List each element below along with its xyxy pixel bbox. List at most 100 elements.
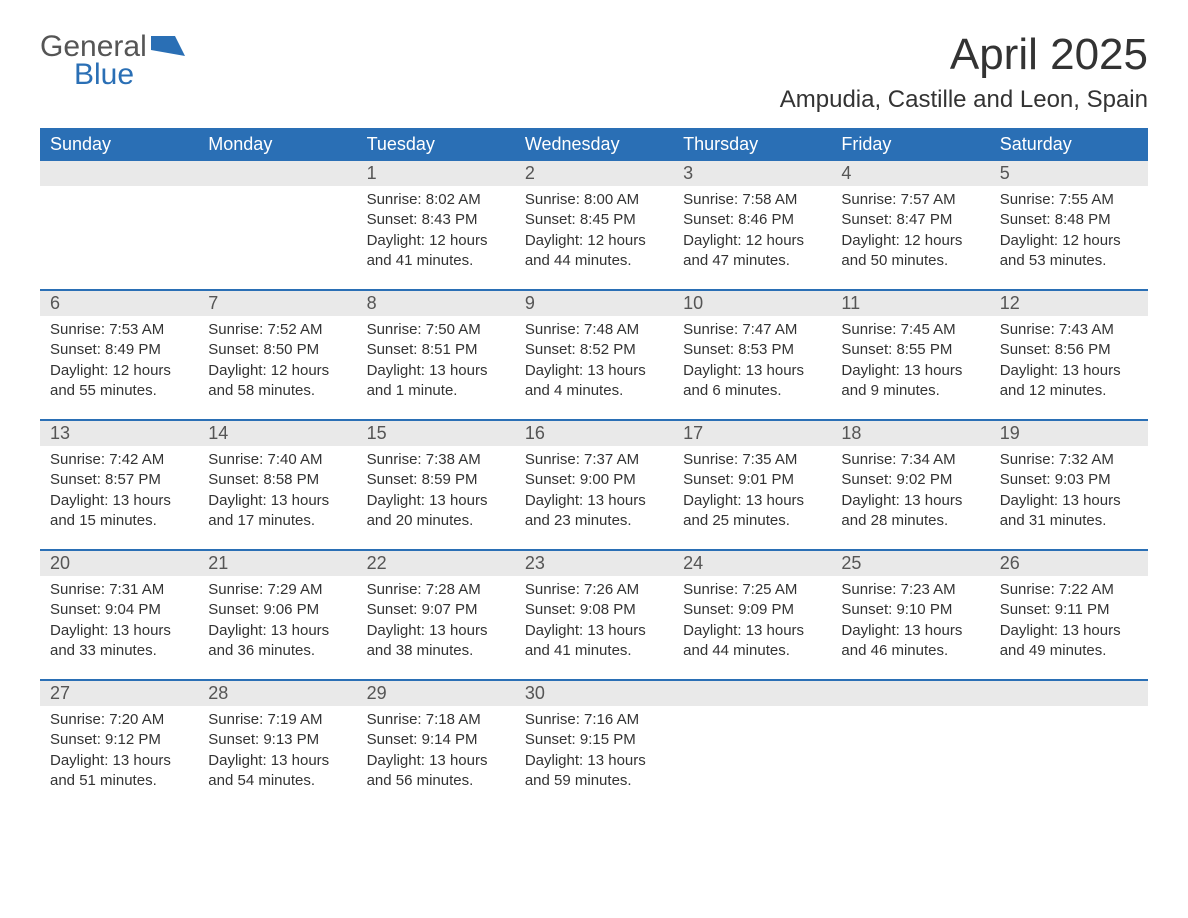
sunset-text: Sunset: 8:50 PM <box>208 340 346 360</box>
day-number: 9 <box>515 291 673 316</box>
sunrise-text: Sunrise: 7:16 AM <box>525 710 663 730</box>
sunrise-text: Sunrise: 7:42 AM <box>50 450 188 470</box>
flag-icon <box>151 36 185 61</box>
brand-logo: General Blue <box>40 30 185 92</box>
day-number: 17 <box>673 421 831 446</box>
sunset-text: Sunset: 9:11 PM <box>1000 600 1138 620</box>
day-cell: Sunrise: 7:43 AMSunset: 8:56 PMDaylight:… <box>990 316 1148 419</box>
daylight-text: Daylight: 12 hours and 50 minutes. <box>841 231 979 272</box>
calendar: Sunday Monday Tuesday Wednesday Thursday… <box>40 128 1148 809</box>
day-number: 10 <box>673 291 831 316</box>
day-number <box>40 161 198 186</box>
day-number: 20 <box>40 551 198 576</box>
day-number: 4 <box>831 161 989 186</box>
daylight-text: Daylight: 13 hours and 1 minute. <box>367 361 505 402</box>
daylight-text: Daylight: 13 hours and 49 minutes. <box>1000 621 1138 662</box>
sunset-text: Sunset: 8:48 PM <box>1000 210 1138 230</box>
day-cell: Sunrise: 7:20 AMSunset: 9:12 PMDaylight:… <box>40 706 198 809</box>
sunset-text: Sunset: 9:14 PM <box>367 730 505 750</box>
daylight-text: Daylight: 13 hours and 36 minutes. <box>208 621 346 662</box>
daylight-text: Daylight: 13 hours and 9 minutes. <box>841 361 979 402</box>
weekday-label: Friday <box>831 128 989 161</box>
sunrise-text: Sunrise: 7:58 AM <box>683 190 821 210</box>
day-number: 21 <box>198 551 356 576</box>
weekday-label: Wednesday <box>515 128 673 161</box>
sunset-text: Sunset: 8:58 PM <box>208 470 346 490</box>
day-cell: Sunrise: 7:55 AMSunset: 8:48 PMDaylight:… <box>990 186 1148 289</box>
day-cell: Sunrise: 7:32 AMSunset: 9:03 PMDaylight:… <box>990 446 1148 549</box>
day-cell: Sunrise: 7:34 AMSunset: 9:02 PMDaylight:… <box>831 446 989 549</box>
sunset-text: Sunset: 8:47 PM <box>841 210 979 230</box>
day-cell: Sunrise: 7:58 AMSunset: 8:46 PMDaylight:… <box>673 186 831 289</box>
day-cell: Sunrise: 7:16 AMSunset: 9:15 PMDaylight:… <box>515 706 673 809</box>
day-number-row: 13141516171819 <box>40 421 1148 446</box>
sunrise-text: Sunrise: 7:19 AM <box>208 710 346 730</box>
day-cell: Sunrise: 7:52 AMSunset: 8:50 PMDaylight:… <box>198 316 356 419</box>
sunset-text: Sunset: 9:06 PM <box>208 600 346 620</box>
sunrise-text: Sunrise: 7:57 AM <box>841 190 979 210</box>
sunrise-text: Sunrise: 8:00 AM <box>525 190 663 210</box>
weekday-header: Sunday Monday Tuesday Wednesday Thursday… <box>40 128 1148 161</box>
daylight-text: Daylight: 13 hours and 4 minutes. <box>525 361 663 402</box>
day-number: 8 <box>357 291 515 316</box>
day-number: 30 <box>515 681 673 706</box>
sunrise-text: Sunrise: 7:23 AM <box>841 580 979 600</box>
day-number: 24 <box>673 551 831 576</box>
day-cell <box>990 706 1148 809</box>
weeks-container: 12345Sunrise: 8:02 AMSunset: 8:43 PMDayl… <box>40 161 1148 809</box>
sunset-text: Sunset: 8:46 PM <box>683 210 821 230</box>
week-block: 6789101112Sunrise: 7:53 AMSunset: 8:49 P… <box>40 289 1148 419</box>
day-number: 28 <box>198 681 356 706</box>
day-number: 22 <box>357 551 515 576</box>
day-number-row: 12345 <box>40 161 1148 186</box>
daylight-text: Daylight: 12 hours and 44 minutes. <box>525 231 663 272</box>
sunset-text: Sunset: 9:12 PM <box>50 730 188 750</box>
day-number: 25 <box>831 551 989 576</box>
sunrise-text: Sunrise: 7:31 AM <box>50 580 188 600</box>
day-cell: Sunrise: 7:50 AMSunset: 8:51 PMDaylight:… <box>357 316 515 419</box>
day-cell <box>673 706 831 809</box>
week-block: 20212223242526Sunrise: 7:31 AMSunset: 9:… <box>40 549 1148 679</box>
day-number: 6 <box>40 291 198 316</box>
weekday-label: Sunday <box>40 128 198 161</box>
location: Ampudia, Castille and Leon, Spain <box>780 86 1148 114</box>
daylight-text: Daylight: 13 hours and 33 minutes. <box>50 621 188 662</box>
daylight-text: Daylight: 12 hours and 58 minutes. <box>208 361 346 402</box>
daylight-text: Daylight: 13 hours and 17 minutes. <box>208 491 346 532</box>
day-cell: Sunrise: 7:37 AMSunset: 9:00 PMDaylight:… <box>515 446 673 549</box>
sunset-text: Sunset: 8:51 PM <box>367 340 505 360</box>
day-number: 1 <box>357 161 515 186</box>
day-number: 2 <box>515 161 673 186</box>
sunrise-text: Sunrise: 7:28 AM <box>367 580 505 600</box>
sunrise-text: Sunrise: 7:34 AM <box>841 450 979 470</box>
day-cell: Sunrise: 7:22 AMSunset: 9:11 PMDaylight:… <box>990 576 1148 679</box>
day-cell: Sunrise: 8:02 AMSunset: 8:43 PMDaylight:… <box>357 186 515 289</box>
day-number <box>198 161 356 186</box>
day-cell <box>831 706 989 809</box>
sunset-text: Sunset: 8:43 PM <box>367 210 505 230</box>
day-cell: Sunrise: 7:31 AMSunset: 9:04 PMDaylight:… <box>40 576 198 679</box>
day-number-row: 27282930 <box>40 681 1148 706</box>
day-body-row: Sunrise: 7:31 AMSunset: 9:04 PMDaylight:… <box>40 576 1148 679</box>
day-body-row: Sunrise: 7:53 AMSunset: 8:49 PMDaylight:… <box>40 316 1148 419</box>
sunset-text: Sunset: 9:10 PM <box>841 600 979 620</box>
day-body-row: Sunrise: 7:20 AMSunset: 9:12 PMDaylight:… <box>40 706 1148 809</box>
day-number: 3 <box>673 161 831 186</box>
day-number: 26 <box>990 551 1148 576</box>
day-cell: Sunrise: 7:23 AMSunset: 9:10 PMDaylight:… <box>831 576 989 679</box>
sunset-text: Sunset: 9:04 PM <box>50 600 188 620</box>
day-number: 13 <box>40 421 198 446</box>
day-number <box>990 681 1148 706</box>
sunrise-text: Sunrise: 7:50 AM <box>367 320 505 340</box>
sunset-text: Sunset: 8:55 PM <box>841 340 979 360</box>
title-block: April 2025 Ampudia, Castille and Leon, S… <box>780 30 1148 114</box>
day-number <box>831 681 989 706</box>
daylight-text: Daylight: 13 hours and 59 minutes. <box>525 751 663 792</box>
sunset-text: Sunset: 9:08 PM <box>525 600 663 620</box>
sunrise-text: Sunrise: 7:29 AM <box>208 580 346 600</box>
sunset-text: Sunset: 8:59 PM <box>367 470 505 490</box>
sunset-text: Sunset: 9:07 PM <box>367 600 505 620</box>
week-block: 12345Sunrise: 8:02 AMSunset: 8:43 PMDayl… <box>40 161 1148 289</box>
sunset-text: Sunset: 8:53 PM <box>683 340 821 360</box>
daylight-text: Daylight: 13 hours and 51 minutes. <box>50 751 188 792</box>
